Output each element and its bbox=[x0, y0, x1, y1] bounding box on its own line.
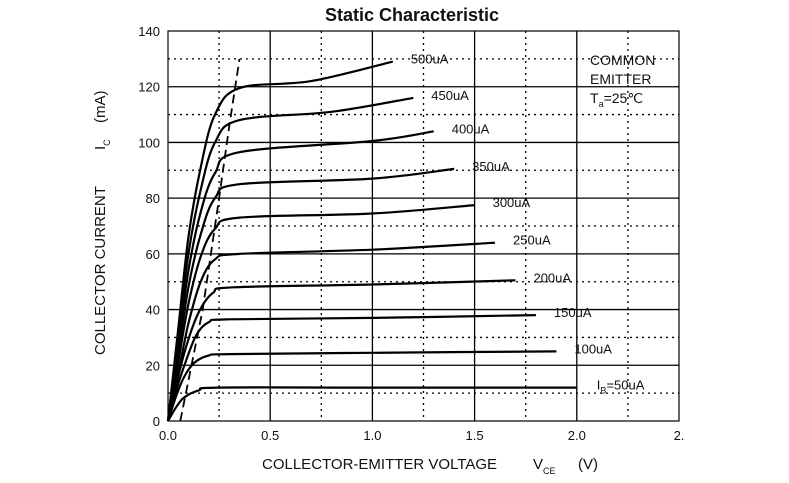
grid bbox=[168, 31, 679, 421]
y-axis-label-subscript: C bbox=[102, 139, 112, 146]
y-tick-label: 140 bbox=[138, 24, 160, 39]
plot-frame bbox=[167, 30, 680, 422]
y-tick-label: 100 bbox=[138, 135, 160, 150]
saturation-boundary bbox=[179, 58, 241, 422]
series-line bbox=[166, 279, 516, 422]
note-line-1: COMMON bbox=[590, 52, 655, 68]
series-line bbox=[166, 350, 557, 422]
series-label: 250uA bbox=[513, 233, 551, 248]
x-axis-label-symbol: V bbox=[533, 456, 543, 473]
x-tick-label: 2.0 bbox=[568, 428, 586, 443]
chart-title: Static Characteristic bbox=[325, 5, 499, 25]
series-line bbox=[166, 60, 394, 422]
series-label: 450uA bbox=[431, 88, 469, 103]
x-tick-label: 1.5 bbox=[466, 428, 484, 443]
series-label: 350uA bbox=[472, 159, 510, 174]
series-label: 100uA bbox=[574, 341, 612, 356]
characteristic-curves bbox=[166, 60, 577, 422]
series-label: 300uA bbox=[493, 195, 531, 210]
series-label: 400uA bbox=[452, 121, 490, 136]
y-tick-label: 60 bbox=[146, 247, 160, 262]
series-line bbox=[166, 204, 475, 422]
series-label: 500uA bbox=[411, 52, 449, 67]
series-line bbox=[166, 314, 536, 422]
x-axis-label-main: COLLECTOR-EMITTER VOLTAGE bbox=[262, 456, 497, 473]
x-tick-label: 1.0 bbox=[363, 428, 381, 443]
common-emitter-note: COMMON EMITTER Ta=25℃ bbox=[590, 52, 655, 109]
y-axis-label-unit: (mA) bbox=[92, 91, 109, 124]
y-tick-label: 40 bbox=[146, 303, 160, 318]
x-tick-label: 0.5 bbox=[261, 428, 279, 443]
y-tick-label: 80 bbox=[146, 191, 160, 206]
x-tick-label: 0.0 bbox=[159, 428, 177, 443]
note-line-2: EMITTER bbox=[590, 71, 651, 87]
curve-labels: IB=50uA 100uA 150uA 200uA 250uA 300uA 350uA 400… bbox=[411, 52, 645, 396]
x-axis-label: COLLECTOR-EMITTER VOLTAGE VCE (V) bbox=[262, 456, 598, 478]
series-line bbox=[167, 386, 577, 422]
series-label: 200uA bbox=[533, 270, 571, 285]
x-tick-label: 2. bbox=[674, 428, 685, 443]
series-label: IB=50uA bbox=[597, 378, 645, 396]
series-line bbox=[166, 241, 496, 422]
y-axis-label-symbol: I bbox=[92, 146, 109, 150]
x-axis-label-unit: (V) bbox=[578, 456, 598, 473]
y-axis-ticks: 0 20 40 60 80 100 120 140 bbox=[138, 24, 160, 429]
y-tick-label: 0 bbox=[153, 414, 160, 429]
series-label: 150uA bbox=[554, 305, 592, 320]
series-line bbox=[166, 167, 455, 422]
saturation-line bbox=[179, 58, 241, 422]
x-axis-ticks: 0.0 0.5 1.0 1.5 2.0 2. bbox=[159, 428, 684, 443]
y-axis-label-main: COLLECTOR CURRENT bbox=[92, 186, 109, 355]
y-axis-label: COLLECTOR CURRENT IC (mA) bbox=[92, 91, 114, 356]
y-tick-label: 20 bbox=[146, 358, 160, 373]
x-axis-label-subscript: CE bbox=[543, 466, 556, 476]
note-temperature: Ta=25℃ bbox=[590, 90, 643, 109]
y-tick-label: 120 bbox=[138, 80, 160, 95]
